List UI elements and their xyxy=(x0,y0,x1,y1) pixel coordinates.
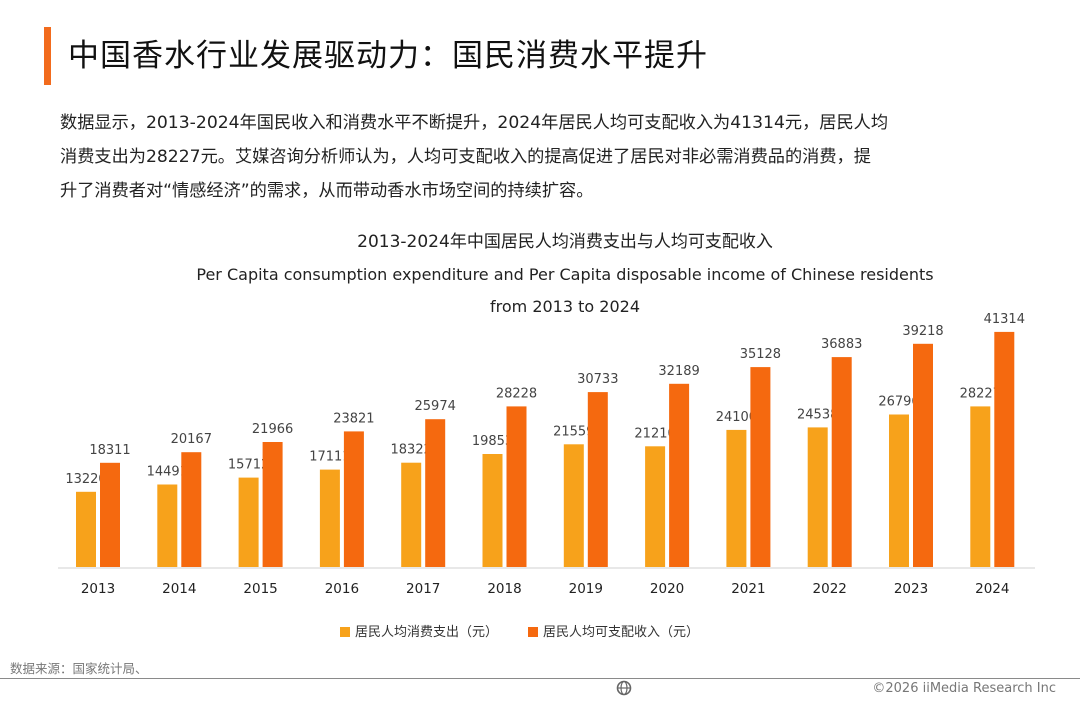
description-line-1: 数据显示，2013-2024年国民收入和消费水平不断提升，2024年居民人均可支… xyxy=(60,113,889,133)
x-tick-label-2015: 2015 xyxy=(243,581,277,597)
value-label-income-2024: 41314 xyxy=(984,312,1025,327)
bar-income-2013 xyxy=(100,462,120,567)
bar-consumption-2018 xyxy=(482,454,503,567)
bar-income-2019 xyxy=(587,392,608,567)
globe-logo-icon xyxy=(616,680,632,696)
legend-label-consumption: 居民人均消费支出（元） xyxy=(355,625,498,640)
x-tick-label-2017: 2017 xyxy=(406,581,440,597)
chart-subtitle-line-1: Per Capita consumption expenditure and P… xyxy=(196,265,933,284)
bar-consumption-2016 xyxy=(319,469,340,567)
bar-income-2014 xyxy=(181,452,202,567)
legend-swatch-consumption xyxy=(340,627,350,637)
value-label-income-2019: 30733 xyxy=(577,372,618,387)
bar-income-2024 xyxy=(994,331,1015,567)
value-label-consumption-2024: 28227 xyxy=(960,386,1001,401)
description-line-2: 消费支出为28227元。艾媒咨询分析师认为，人均可支配收入的提高促进了居民对非必… xyxy=(60,147,871,167)
value-label-consumption-2021: 24100 xyxy=(716,410,757,425)
value-label-consumption-2019: 21559 xyxy=(553,424,594,439)
chart-title: 2013-2024年中国居民人均消费支出与人均可支配收入 xyxy=(357,232,773,252)
value-label-income-2016: 23821 xyxy=(333,411,374,426)
x-tick-label-2018: 2018 xyxy=(487,581,521,597)
x-tick-label-2024: 2024 xyxy=(975,581,1009,597)
bar-consumption-2014 xyxy=(157,484,178,567)
bar-income-2021 xyxy=(750,367,771,567)
x-tick-label-2014: 2014 xyxy=(162,581,196,597)
footer-divider xyxy=(0,678,1080,679)
value-label-consumption-2014: 14491 xyxy=(147,465,188,480)
value-label-income-2022: 36883 xyxy=(821,337,862,352)
value-label-income-2018: 28228 xyxy=(496,386,537,401)
x-tick-label-2013: 2013 xyxy=(81,581,115,597)
value-label-consumption-2015: 15712 xyxy=(228,458,269,473)
x-tick-label-2023: 2023 xyxy=(894,581,928,597)
x-tick-label-2019: 2019 xyxy=(569,581,603,597)
legend-label-income: 居民人均可支配收入（元） xyxy=(543,625,699,640)
bar-consumption-2019 xyxy=(563,444,584,567)
value-label-consumption-2013: 13220 xyxy=(65,472,106,487)
bar-income-2016 xyxy=(343,431,364,567)
value-label-income-2014: 20167 xyxy=(171,432,212,447)
value-label-income-2020: 32189 xyxy=(658,364,699,379)
legend-swatch-income xyxy=(528,627,538,637)
description-paragraph: 数据显示，2013-2024年国民收入和消费水平不断提升，2024年居民人均可支… xyxy=(60,106,1035,208)
x-tick-label-2022: 2022 xyxy=(813,581,847,597)
value-label-consumption-2020: 21210 xyxy=(634,426,675,441)
bar-income-2022 xyxy=(831,357,852,567)
bar-income-2018 xyxy=(506,406,527,567)
value-label-income-2013: 18311 xyxy=(89,443,130,458)
bar-consumption-2017 xyxy=(401,462,422,567)
chart-subtitle-line-2: from 2013 to 2024 xyxy=(490,297,640,316)
value-label-income-2017: 25974 xyxy=(415,399,456,414)
value-label-consumption-2016: 17111 xyxy=(309,450,350,465)
title-accent-bar xyxy=(44,27,51,85)
bar-income-2017 xyxy=(425,419,446,567)
bar-income-2023 xyxy=(913,343,933,567)
bar-consumption-2022 xyxy=(807,427,828,567)
value-label-consumption-2017: 18322 xyxy=(391,443,432,458)
x-tick-label-2016: 2016 xyxy=(325,581,359,597)
bar-consumption-2024 xyxy=(970,406,991,567)
value-label-income-2023: 39218 xyxy=(902,324,943,339)
value-label-consumption-2023: 26796 xyxy=(878,395,919,410)
bar-consumption-2015 xyxy=(238,477,259,567)
copyright: ©2026 iiMedia Research Inc xyxy=(872,681,1056,696)
x-tick-group: 2013 2014 2015 2016 2017 2018 2019 2020 2021 2022… xyxy=(81,581,1010,597)
x-tick-label-2020: 2020 xyxy=(650,581,684,597)
x-tick-label-2021: 2021 xyxy=(731,581,765,597)
bar-income-2015 xyxy=(262,442,283,567)
value-label-income-2021: 35128 xyxy=(740,347,781,362)
bar-group: 13220 18311 14491 20167 15712 21966 17111 23821… xyxy=(65,312,1025,567)
legend: 居民人均消费支出（元） 居民人均可支配收入（元） xyxy=(340,625,699,640)
value-label-income-2015: 21966 xyxy=(252,422,293,437)
bar-consumption-2023 xyxy=(889,414,909,567)
value-label-consumption-2018: 19853 xyxy=(472,434,513,449)
bar-consumption-2020 xyxy=(645,446,666,567)
page-title: 中国香水行业发展驱动力：国民消费水平提升 xyxy=(68,38,708,74)
bar-consumption-2021 xyxy=(726,429,747,567)
description-line-3: 升了消费者对“情感经济”的需求，从而带动香水市场空间的持续扩容。 xyxy=(60,181,594,201)
data-source: 数据来源：国家统计局、 xyxy=(10,661,148,676)
bar-income-2020 xyxy=(669,383,690,567)
value-label-consumption-2022: 24538 xyxy=(797,407,838,422)
bar-consumption-2013 xyxy=(76,491,96,567)
